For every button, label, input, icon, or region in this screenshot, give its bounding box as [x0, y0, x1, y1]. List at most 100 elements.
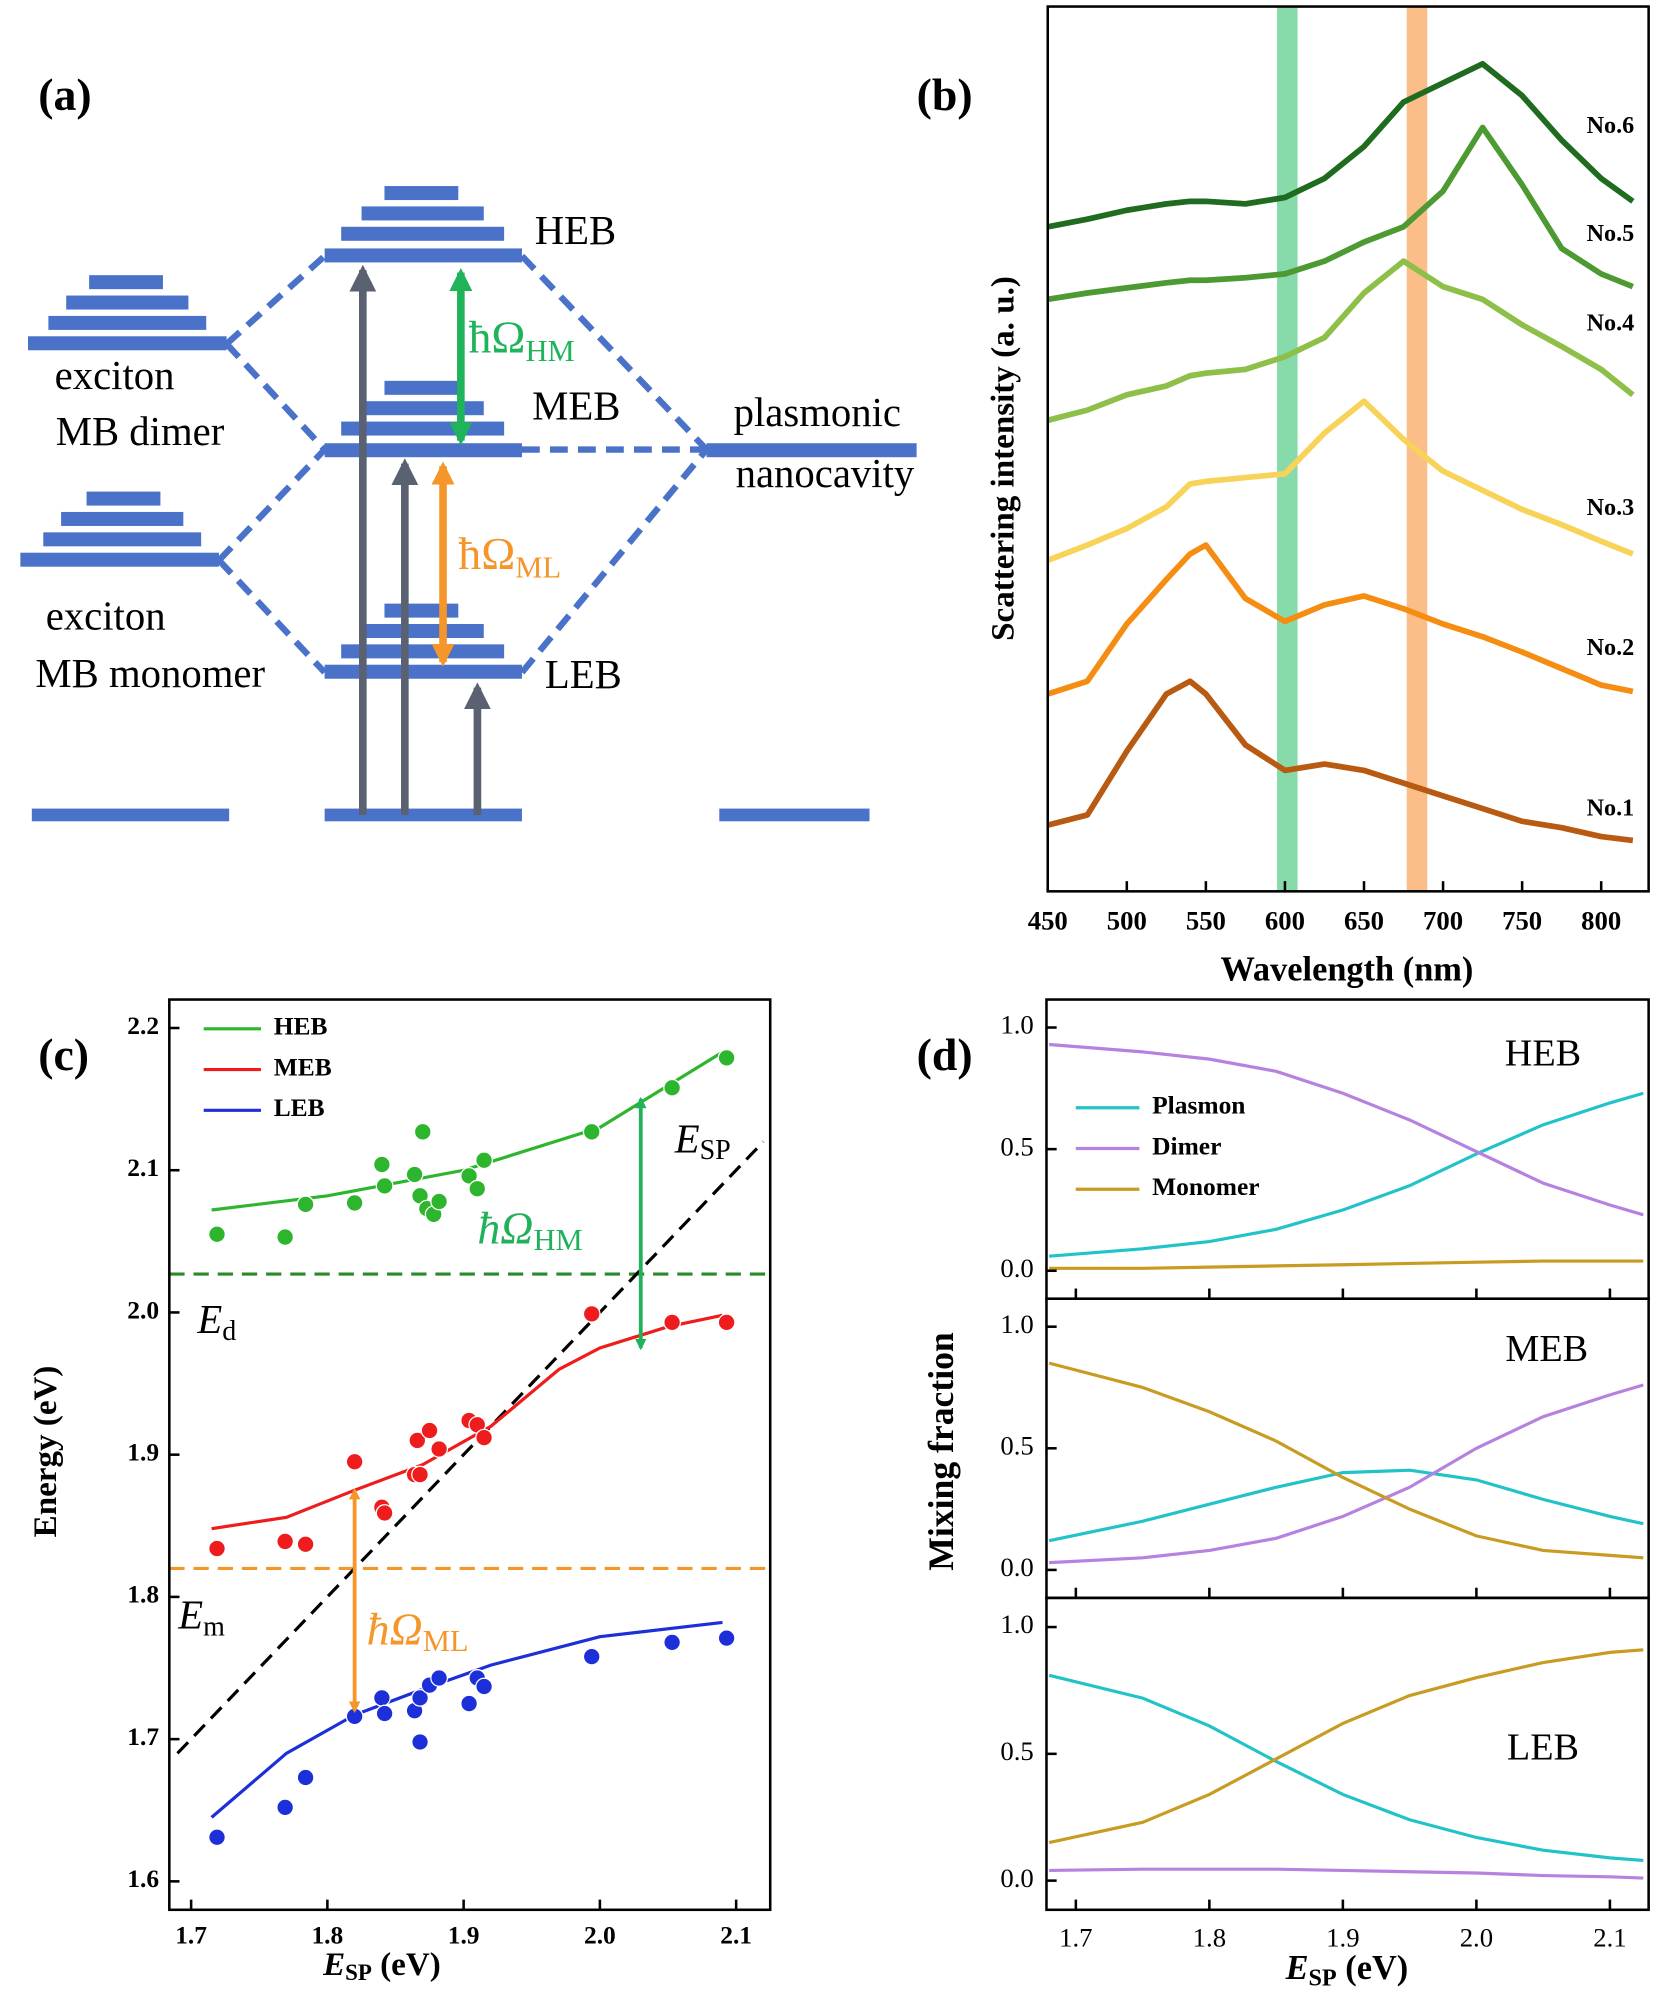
y-axis-label: Scattering intensity (a. u.)	[985, 276, 1021, 641]
data-point	[411, 1465, 429, 1484]
x-tick-label: 650	[1344, 905, 1384, 935]
legend-label: Plasmon	[1152, 1091, 1245, 1120]
y-tick-label: 1.7	[127, 1722, 159, 1751]
y-tick-label: 0.5	[1000, 1131, 1033, 1161]
panel-label: (c)	[38, 1029, 89, 1080]
x-tick-label: 600	[1265, 905, 1305, 935]
excitation-arrows	[349, 264, 491, 815]
data-point	[296, 1535, 315, 1554]
series-label: No.2	[1587, 634, 1635, 661]
reference-label: Em	[177, 1593, 225, 1643]
data-point	[430, 1669, 449, 1687]
panel-title: LEB	[1507, 1726, 1579, 1768]
y-tick-label: 0.0	[1000, 1863, 1033, 1893]
fraction-line	[1048, 1468, 1644, 1543]
state-label: exciton	[46, 594, 166, 639]
x-axis-label-unit: (eV)	[372, 1947, 441, 1983]
data-point	[460, 1694, 478, 1713]
panel-title: HEB	[1505, 1033, 1581, 1075]
data-point	[582, 1122, 601, 1141]
x-tick-label: 450	[1028, 905, 1068, 935]
spectrum-line	[1047, 258, 1635, 424]
x-tick-label: 800	[1581, 905, 1621, 935]
series-label: No.3	[1587, 494, 1635, 521]
data-point	[460, 1166, 478, 1185]
level-label: LEB	[545, 652, 622, 697]
y-tick-label: 0.5	[1000, 1430, 1033, 1460]
spectrum-line	[1047, 124, 1634, 303]
legend-label: Dimer	[1152, 1131, 1221, 1160]
diagonal-line	[176, 1140, 765, 1755]
coupling-label: ħΩML	[458, 527, 561, 584]
panel-label: (d)	[917, 1029, 973, 1080]
coupling-label: ħΩML	[367, 1603, 469, 1658]
x-axis-label: ESP (eV)	[1285, 1949, 1409, 1991]
coupling-lines	[216, 253, 710, 675]
data-point	[276, 1798, 295, 1817]
x-tick-label: 1.9	[448, 1921, 480, 1950]
fraction-line	[1048, 1648, 1644, 1845]
y-tick-label: 1.8	[127, 1580, 159, 1609]
data-point	[430, 1440, 449, 1458]
y-tick-label: 2.1	[127, 1153, 159, 1182]
fraction-line	[1049, 1383, 1644, 1565]
spectrum-line	[1046, 542, 1634, 697]
coupling-subscript: ML	[515, 551, 561, 585]
legend-label: Monomer	[1152, 1172, 1259, 1201]
coupling-label-main: ħΩ	[477, 1202, 533, 1253]
spectrum-line	[1047, 60, 1635, 230]
data-point	[375, 1704, 394, 1723]
y-tick-label: 1.0	[1000, 1010, 1033, 1040]
x-axis-label: ESP (eV)	[322, 1947, 441, 1986]
series-label: No.5	[1587, 220, 1635, 247]
x-tick-label: 1.7	[1059, 1922, 1092, 1952]
data-point	[475, 1151, 493, 1170]
data-point	[375, 1176, 394, 1195]
y-tick-label: 0.5	[1000, 1736, 1033, 1766]
data-point	[582, 1304, 601, 1323]
state-label: exciton	[55, 353, 175, 398]
y-axis-label: Energy (eV)	[28, 1366, 64, 1538]
x-axis-label-main: E	[322, 1947, 345, 1983]
data-point	[717, 1048, 736, 1067]
x-tick-label: 700	[1423, 905, 1463, 935]
y-tick-label: 2.0	[127, 1295, 159, 1324]
coupling-label: ħΩHM	[468, 311, 574, 368]
level-label: MEB	[532, 383, 620, 428]
data-point	[296, 1768, 315, 1787]
fraction-line	[1049, 1042, 1644, 1217]
x-tick-label: 500	[1107, 905, 1147, 935]
reference-label-main: E	[177, 1593, 203, 1638]
x-tick-label: 2.1	[720, 1921, 752, 1950]
x-tick-label: 550	[1186, 905, 1226, 935]
data-point	[717, 1629, 736, 1648]
data-point	[408, 1431, 427, 1450]
panel-title: MEB	[1505, 1328, 1588, 1370]
diagonal-label-main: E	[674, 1117, 700, 1162]
panel-label: (a)	[38, 69, 91, 120]
data-point	[430, 1192, 449, 1211]
x-tick-label: 1.8	[1193, 1922, 1226, 1952]
data-point	[276, 1228, 295, 1246]
y-tick-label: 0.0	[1000, 1253, 1033, 1283]
fraction-line	[1049, 1091, 1644, 1258]
coupling-subscript: HM	[525, 334, 574, 368]
level-label: HEB	[535, 208, 616, 253]
data-point	[475, 1677, 493, 1696]
data-point	[375, 1504, 394, 1522]
panel-label: (b)	[917, 69, 973, 120]
data-point	[208, 1225, 226, 1244]
coupling-label-sub: HM	[533, 1223, 582, 1257]
data-point	[413, 1122, 432, 1141]
y-tick-label: 2.2	[127, 1011, 159, 1040]
panel-a: (a) HEB MEB LEB exciton MB dimer exciton…	[20, 69, 917, 822]
state-label: nanocavity	[736, 451, 915, 496]
data-point	[208, 1828, 226, 1847]
spectrum-line	[1046, 398, 1634, 564]
reference-label-sub: m	[203, 1612, 225, 1643]
x-axis-label-sub: SP	[1308, 1964, 1336, 1991]
x-tick-label: 1.9	[1326, 1922, 1359, 1952]
x-tick-label: 2.0	[584, 1921, 616, 1950]
